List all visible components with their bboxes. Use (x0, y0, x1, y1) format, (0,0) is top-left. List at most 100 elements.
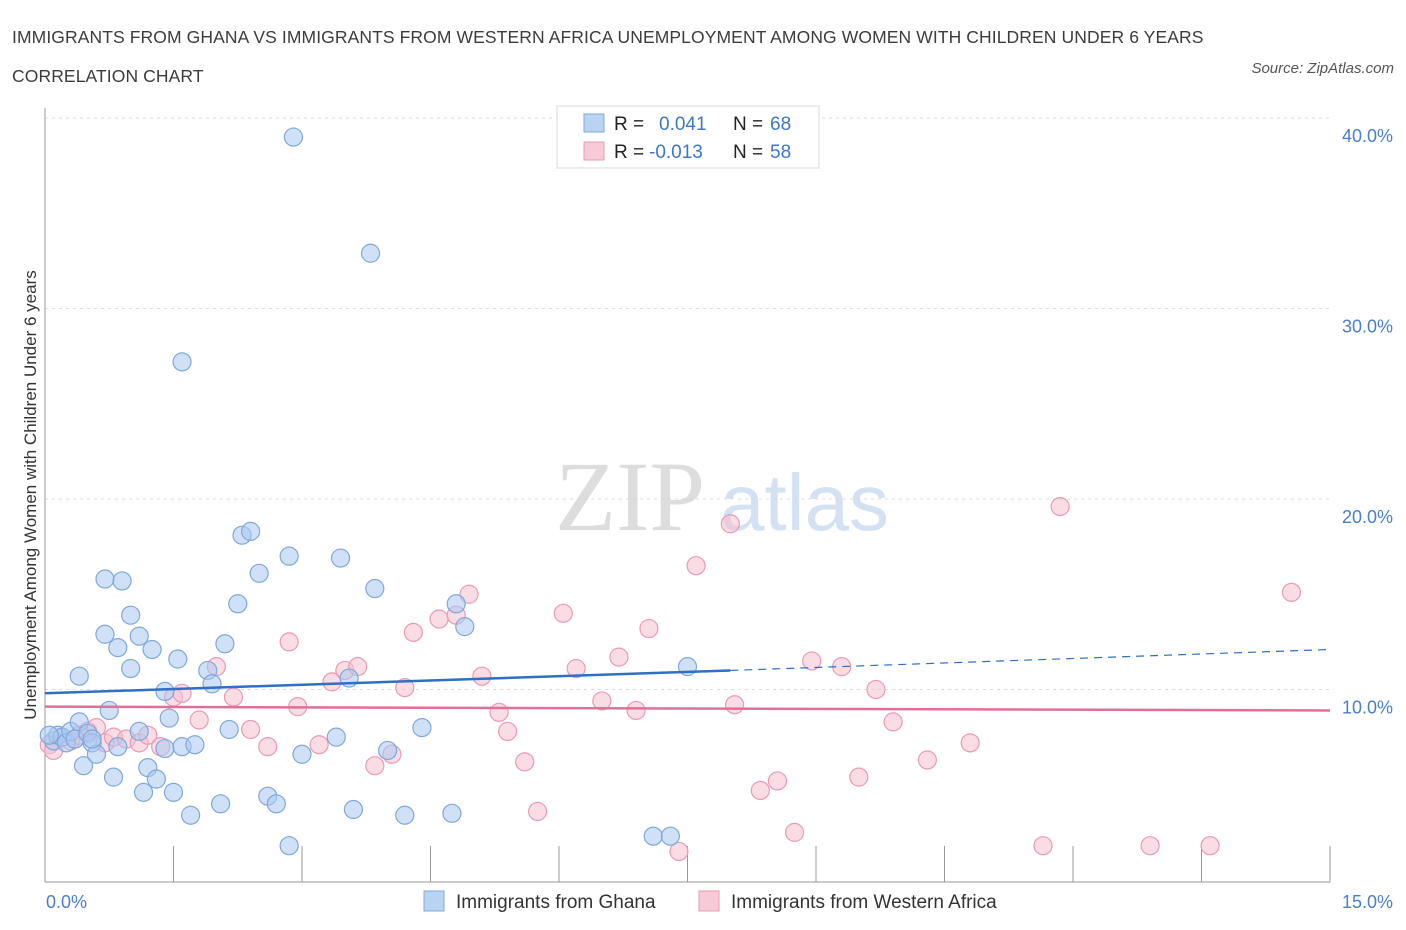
ghana-point (279, 836, 299, 856)
ghana-point (360, 243, 381, 263)
western-africa-point (309, 735, 329, 755)
western-africa-point (527, 801, 548, 822)
ghana-point (95, 569, 115, 589)
legend-n-value-ghana: 68 (770, 114, 791, 135)
western-africa-point (866, 679, 886, 700)
ghana-point (82, 729, 102, 749)
legend-swatch-ghana (583, 113, 605, 133)
western-africa-point (241, 719, 261, 740)
bottom-legend-swatch-western-africa (698, 890, 720, 912)
series-western-africa-points (39, 497, 1302, 862)
axes (44, 108, 1331, 883)
y-tick-labels: 10.0% 20.0% 30.0% 40.0% (1342, 126, 1393, 718)
western-africa-point (609, 647, 629, 667)
x-tick-labels: 0.0% 15.0% (46, 892, 1393, 912)
ghana-point (99, 700, 119, 721)
source-label: Source: ZipAtlas.com (1251, 60, 1394, 77)
ghana-point (103, 767, 124, 787)
western-africa-point (1281, 582, 1302, 602)
western-africa-point (849, 767, 869, 787)
ghana-point (442, 803, 462, 823)
western-africa-point (720, 514, 740, 534)
ghana-point (155, 738, 175, 759)
ghana-point (326, 727, 346, 747)
ghana-trend-line (44, 669, 731, 695)
western-africa-point (395, 677, 415, 698)
y-axis-label: Unemployment Among Women with Children U… (21, 270, 40, 719)
y-tick-label: 20.0% (1342, 507, 1393, 527)
ghana-point (39, 725, 59, 745)
ghana-point (172, 352, 192, 372)
chart-title: IMMIGRANTS FROM GHANA VS IMMIGRANTS FROM… (12, 27, 1204, 86)
ghana-point (133, 782, 154, 802)
bottom-legend-swatch-ghana (423, 890, 445, 912)
western-africa-point (1033, 836, 1053, 856)
western-africa-point (189, 710, 209, 730)
y-tick-label: 10.0% (1342, 698, 1393, 718)
ghana-point (378, 740, 398, 761)
ghana-point (168, 649, 188, 669)
legend-n-label: N = (733, 114, 763, 135)
watermark-atlas: atlas (720, 458, 889, 547)
western-africa-point (429, 609, 449, 629)
ghana-point (412, 717, 432, 738)
legend-r-label: R = (614, 114, 644, 135)
ghana-trend-extension (730, 648, 1331, 672)
western-africa-point (258, 737, 278, 757)
ghana-point (211, 794, 231, 814)
ghana-point (95, 624, 115, 644)
ghana-point (279, 546, 299, 566)
western-africa-point (639, 618, 659, 639)
western-africa-point (403, 622, 423, 642)
legend-r-label: R = (614, 142, 644, 163)
ghana-point (330, 548, 351, 568)
ghana-point (215, 634, 235, 654)
bottom-legend-label-western-africa: Immigrants from Western Africa (731, 892, 997, 913)
western-africa-point (1050, 497, 1070, 517)
ghana-point (163, 782, 184, 802)
watermark-zip: ZIP (555, 441, 705, 552)
western-africa-point (472, 666, 492, 686)
ghana-point (73, 756, 94, 776)
x-tick-label: 0.0% (46, 892, 87, 912)
ghana-point (112, 571, 132, 591)
ghana-point (69, 666, 89, 686)
western-africa-point (750, 780, 770, 801)
western-africa-point (566, 658, 586, 679)
ghana-point (108, 737, 128, 757)
x-tick-label: 15.0% (1342, 892, 1393, 912)
legend-n-label: N = (733, 142, 763, 163)
western-africa-point (626, 700, 646, 721)
ghana-point (185, 735, 205, 755)
western-africa-point (1140, 836, 1160, 856)
western-africa-point (172, 683, 192, 703)
western-africa-point (883, 712, 903, 732)
western-africa-point (592, 691, 612, 711)
ghana-point (146, 769, 166, 789)
western-africa-point (459, 584, 479, 604)
western-africa-point (802, 651, 822, 671)
legend-n-value-western-africa: 58 (770, 142, 791, 163)
ghana-point (292, 744, 312, 764)
legend-r-value-western-africa: -0.013 (649, 142, 703, 163)
western-africa-point (553, 603, 573, 623)
western-africa-point (223, 687, 244, 707)
ghana-point (121, 658, 141, 679)
ghana-point (108, 637, 128, 658)
ghana-point (159, 708, 179, 728)
legend-swatch-western-africa (583, 141, 605, 161)
ghana-point (129, 626, 149, 646)
stats-legend: R = 0.041 N = 68 R = -0.013 N = 58 (556, 105, 820, 169)
ghana-point (283, 127, 304, 147)
ghana-point (219, 719, 239, 740)
legend-r-value-ghana: 0.041 (659, 114, 707, 135)
ghana-point (446, 594, 466, 614)
ghana-point (121, 605, 141, 625)
western-africa-point (515, 752, 535, 772)
ghana-point (395, 805, 415, 825)
ghana-point (365, 578, 385, 599)
ghana-point (241, 521, 261, 541)
series-ghana-points (39, 127, 698, 856)
western-africa-point (498, 721, 518, 742)
